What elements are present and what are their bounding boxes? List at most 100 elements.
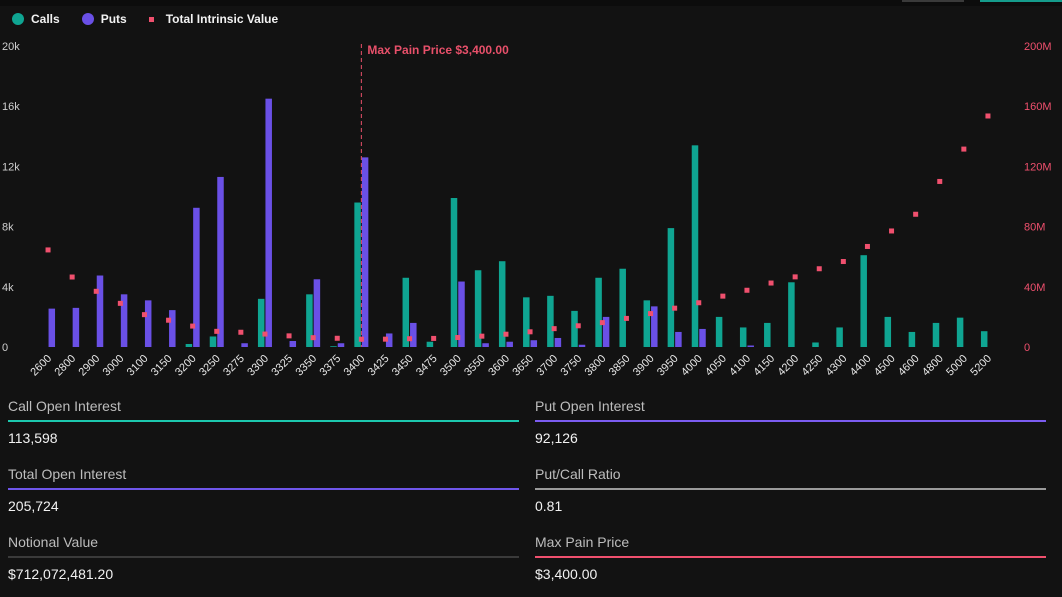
y2-tick-label: 40M — [1024, 282, 1045, 294]
tiv-point — [238, 329, 244, 335]
call-bar — [764, 322, 771, 347]
x-tick-label: 4150 — [751, 353, 777, 379]
call-bar — [450, 198, 458, 347]
stat-value: 205,724 — [8, 498, 59, 514]
call-bar — [330, 346, 337, 347]
call-bar — [547, 295, 554, 347]
x-tick-label: 3650 — [510, 353, 536, 379]
tiv-point — [286, 333, 292, 339]
tiv-point — [262, 331, 268, 337]
stat-value: 113,598 — [8, 430, 58, 446]
y-tick-label: 4k — [2, 282, 14, 294]
call-bar — [788, 282, 795, 347]
stat-label: Max Pain Price — [535, 534, 630, 550]
y-tick-label: 12k — [2, 161, 20, 173]
call-bar — [426, 341, 434, 347]
put-bar — [48, 308, 56, 347]
stat-label: Put Open Interest — [535, 398, 645, 414]
put-bar — [120, 294, 128, 347]
y2-tick-label: 80M — [1024, 222, 1045, 234]
x-tick-label: 3950 — [655, 353, 681, 379]
legend-item-puts[interactable]: Puts — [81, 12, 127, 26]
put-bar — [72, 307, 80, 347]
tiv-point — [575, 323, 581, 329]
put-bar — [217, 176, 224, 347]
stat-label: Put/Call Ratio — [535, 466, 621, 482]
tab-indicator-active[interactable] — [980, 0, 1062, 2]
call-bar — [739, 327, 747, 347]
call-bar — [980, 331, 988, 347]
x-tick-label: 3400 — [342, 353, 368, 379]
x-tick-label: 4200 — [775, 353, 801, 379]
legend-item-calls[interactable]: Calls — [12, 12, 60, 26]
tiv-point — [816, 266, 822, 272]
stat-total-open-interest: Total Open Interest 205,724 — [8, 466, 519, 514]
tiv-point — [889, 228, 895, 234]
stat-rule — [535, 556, 1046, 558]
x-tick-label: 4050 — [703, 353, 729, 379]
stat-rule — [8, 488, 519, 490]
put-bar — [554, 337, 562, 347]
x-tick-label: 4000 — [679, 353, 705, 379]
x-tick-label: 2800 — [52, 353, 78, 379]
x-tick-label: 3850 — [607, 353, 633, 379]
legend-label-tiv: Total Intrinsic Value — [165, 12, 279, 26]
tiv-point — [768, 280, 774, 286]
tiv-point — [864, 243, 870, 249]
tiv-point — [985, 113, 991, 119]
x-tick-label: 3900 — [631, 353, 657, 379]
stat-notional-value: Notional Value $712,072,481.20 — [8, 534, 519, 582]
y2-tick-label: 120M — [1024, 161, 1052, 173]
y-tick-label: 20k — [2, 41, 20, 53]
x-tick-label: 3600 — [486, 353, 512, 379]
tiv-point — [648, 311, 654, 317]
call-bar — [619, 268, 626, 347]
call-bar — [691, 145, 699, 347]
put-bar — [747, 345, 754, 347]
call-bar — [209, 336, 217, 347]
call-bar — [932, 322, 940, 347]
tiv-point — [599, 320, 605, 326]
tiv-point — [503, 331, 509, 337]
x-tick-label: 4300 — [824, 353, 850, 379]
tab-indicator-inactive[interactable] — [902, 0, 964, 2]
stat-label: Notional Value — [8, 534, 99, 550]
chart-legend: Calls Puts Total Intrinsic Value — [12, 12, 278, 26]
x-tick-label: 3475 — [414, 353, 440, 379]
x-tick-label: 2600 — [28, 353, 54, 379]
stat-value: 92,126 — [535, 430, 578, 446]
stat-rule — [535, 420, 1046, 422]
tiv-point — [190, 323, 196, 329]
stat-put-open-interest: Put Open Interest 92,126 — [535, 398, 1046, 446]
tiv-point — [551, 326, 557, 332]
tiv-point — [479, 333, 485, 339]
tiv-point — [913, 211, 919, 217]
x-tick-label: 3550 — [462, 353, 488, 379]
legend-item-tiv[interactable]: Total Intrinsic Value — [148, 12, 279, 26]
y2-tick-label: 0 — [1024, 342, 1030, 354]
put-bar — [385, 333, 393, 347]
y-tick-label: 16k — [2, 101, 20, 113]
x-tick-label: 4500 — [872, 353, 898, 379]
tiv-point — [792, 274, 798, 280]
tiv-point — [840, 259, 846, 265]
tiv-point — [214, 328, 220, 334]
tiv-point — [69, 274, 75, 280]
call-bar — [306, 294, 313, 347]
call-bar — [908, 331, 916, 347]
put-bar — [578, 344, 586, 347]
x-tick-label: 4600 — [896, 353, 922, 379]
x-tick-label: 5200 — [968, 353, 994, 379]
put-bar — [265, 98, 272, 347]
put-bar — [651, 306, 658, 347]
x-tick-label: 4100 — [727, 353, 753, 379]
calls-legend-icon — [12, 13, 24, 25]
x-tick-label: 3100 — [125, 353, 151, 379]
tiv-point — [455, 335, 461, 341]
tiv-point — [696, 300, 702, 306]
put-bar — [361, 157, 369, 347]
tiv-point — [623, 315, 629, 321]
y-tick-label: 0 — [2, 342, 8, 354]
y2-tick-label: 160M — [1024, 101, 1052, 113]
put-bar — [289, 340, 297, 347]
